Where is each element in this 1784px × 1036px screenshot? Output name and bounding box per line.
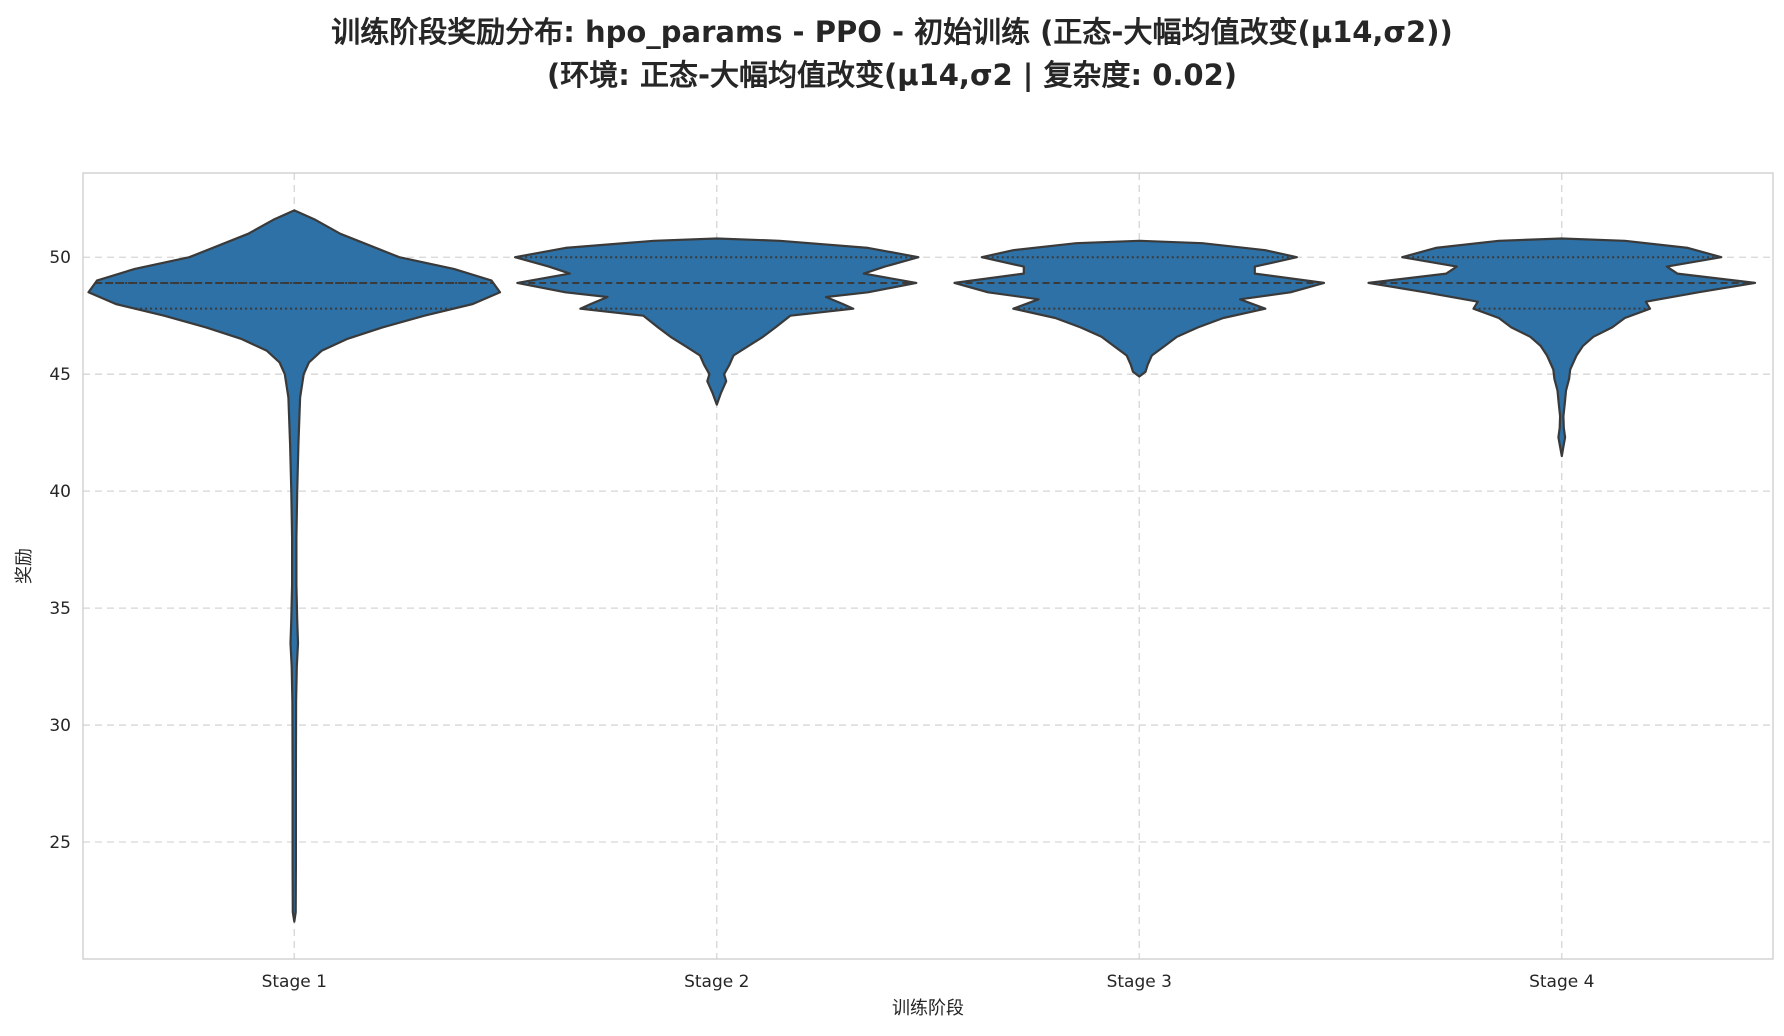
violin-body [1367, 237, 1757, 458]
y-axis-label: 奖励 [14, 548, 35, 584]
violin-layer [87, 209, 1757, 923]
y-axis-ticks: 25 30 35 40 45 50 [49, 248, 71, 853]
y-tick-label: 50 [49, 248, 71, 268]
y-tick-label: 35 [49, 599, 71, 619]
y-tick-label: 45 [49, 365, 71, 385]
y-tick-label: 30 [49, 716, 71, 736]
x-tick-label: Stage 4 [1529, 972, 1594, 992]
chart-title-line-1: 训练阶段奖励分布: hpo_params - PPO - 初始训练 (正态-大幅… [331, 15, 1452, 49]
violin-body [514, 237, 920, 406]
y-tick-label: 25 [49, 833, 71, 853]
x-axis-ticks: Stage 1 Stage 2 Stage 3 Stage 4 [262, 972, 1595, 992]
x-tick-label: Stage 1 [262, 972, 327, 992]
x-tick-label: Stage 2 [684, 972, 749, 992]
chart-title-line-2: (环境: 正态-大幅均值改变(μ14,σ2 | 复杂度: 0.02) [547, 58, 1237, 92]
chart-title: 训练阶段奖励分布: hpo_params - PPO - 初始训练 (正态-大幅… [331, 15, 1452, 92]
plot-frame [82, 172, 1774, 960]
x-axis-label: 训练阶段 [892, 998, 964, 1019]
x-tick-label: Stage 3 [1107, 972, 1172, 992]
violin-body [87, 209, 502, 923]
y-tick-label: 40 [49, 482, 71, 502]
